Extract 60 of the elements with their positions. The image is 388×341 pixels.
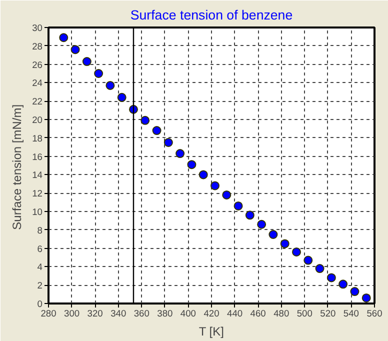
point (140, 116, 150, 125)
point (268, 230, 278, 239)
x-tick-label: 560 (366, 308, 382, 318)
x-tick-label: 280 (40, 308, 56, 318)
point (280, 239, 290, 248)
x-tick-label: 340 (110, 308, 126, 318)
y-tick-label: 8 (37, 225, 43, 236)
point (164, 138, 173, 147)
y-axis-title: Surface tension [mN/m] (10, 104, 24, 230)
y-tick-label: 24 (32, 78, 43, 88)
x-axis-title: T [K] (198, 324, 224, 338)
y-tick-label: 2 (37, 280, 43, 291)
x-tick-label: 300 (64, 308, 80, 318)
point (94, 69, 104, 78)
y-tick-label: 12 (32, 188, 43, 199)
x-tick-label: 380 (157, 308, 173, 318)
x-tick-label: 540 (343, 308, 360, 318)
point (326, 273, 336, 282)
x-tick-label: 400 (180, 308, 196, 318)
point (82, 57, 92, 66)
x-tick-label: 460 (250, 308, 266, 318)
point (234, 201, 243, 210)
point (210, 181, 220, 190)
y-tick-label: 28 (32, 41, 43, 52)
x-tick-label: 440 (227, 308, 243, 318)
point (70, 45, 80, 54)
x-tick-label: 520 (320, 308, 336, 318)
y-tick-label: 26 (32, 60, 43, 70)
point (198, 170, 208, 180)
y-tick-label: 30 (32, 23, 43, 33)
x-tick-label: 320 (87, 308, 103, 318)
point (292, 247, 301, 256)
chart-title: Surface tension of benzene (130, 8, 293, 22)
y-tick-label: 22 (32, 96, 43, 107)
y-tick-label: 18 (32, 133, 43, 144)
point (152, 126, 162, 136)
point (362, 293, 371, 302)
point (176, 149, 185, 158)
point (222, 190, 232, 200)
y-tick-label: 16 (32, 152, 43, 162)
point (245, 210, 254, 220)
point (338, 280, 348, 289)
y-tick-label: 20 (32, 115, 43, 125)
y-tick-label: 6 (37, 244, 43, 254)
point (59, 33, 68, 42)
x-tick-label: 500 (296, 308, 312, 318)
point (187, 160, 196, 170)
x-tick-label: 360 (134, 308, 150, 318)
y-tick-label: 4 (37, 262, 43, 272)
point (106, 80, 115, 90)
point (117, 92, 126, 102)
y-tick-label: 14 (32, 170, 43, 180)
y-tick-label: 10 (32, 207, 43, 217)
point (257, 220, 266, 229)
point (315, 264, 324, 274)
x-tick-label: 480 (274, 308, 290, 318)
point (304, 256, 313, 265)
y-tick-label: 0 (37, 299, 43, 309)
x-tick-label: 420 (204, 308, 220, 318)
point (350, 287, 360, 296)
